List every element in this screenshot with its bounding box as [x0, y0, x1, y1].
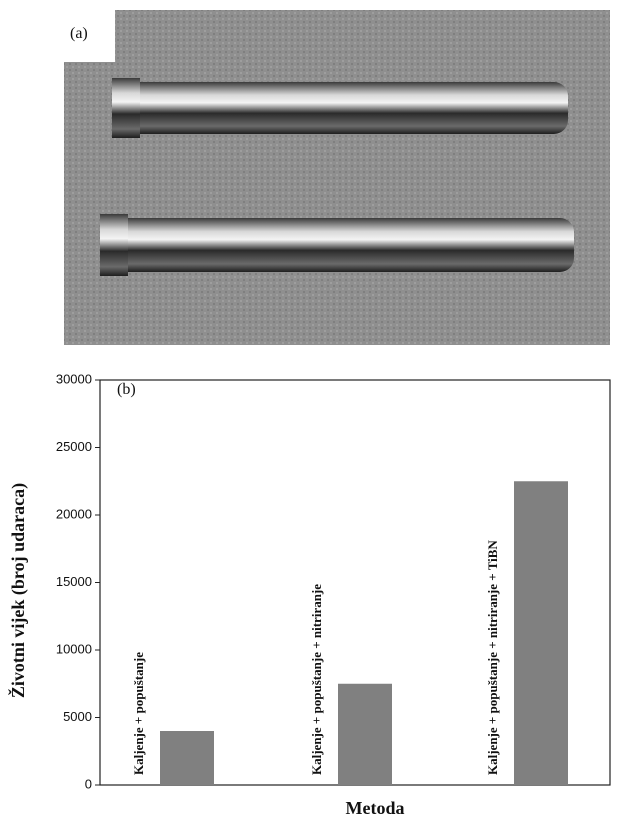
y-axis-label: Životni vijek (broj udaraca): [7, 483, 29, 698]
cylinder: [112, 82, 568, 134]
cylinder: [100, 218, 574, 272]
label-box: [64, 10, 115, 62]
bar: [160, 731, 214, 785]
y-tick-label: 20000: [56, 506, 92, 521]
photo-background: [64, 10, 610, 345]
bar: [514, 481, 568, 785]
x-axis-label: Metoda: [346, 798, 405, 818]
y-tick-label: 0: [85, 776, 92, 791]
photo: (a): [64, 10, 610, 345]
category-label: Kaljenje + popuštanje + nitriranje: [309, 584, 324, 775]
bar: [338, 683, 392, 785]
y-tick-label: 25000: [56, 439, 92, 454]
panel-label: (b): [117, 381, 136, 398]
panel-label: (a): [70, 25, 88, 42]
cylinder-head: [112, 78, 140, 138]
y-tick-label: 15000: [56, 574, 92, 589]
cylinder-head: [100, 214, 128, 276]
y-tick-label: 5000: [63, 709, 92, 724]
category-label: Kaljenje + popuštanje: [131, 652, 146, 775]
chart: 0 5000 10000 15000 20000 25000 30000 (b) Životni…: [7, 371, 611, 818]
category-label: Kaljenje + popuštanje + nitriranje + TiB…: [485, 540, 500, 775]
y-tick-label: 10000: [56, 641, 92, 656]
y-tick-label: 30000: [56, 371, 92, 386]
